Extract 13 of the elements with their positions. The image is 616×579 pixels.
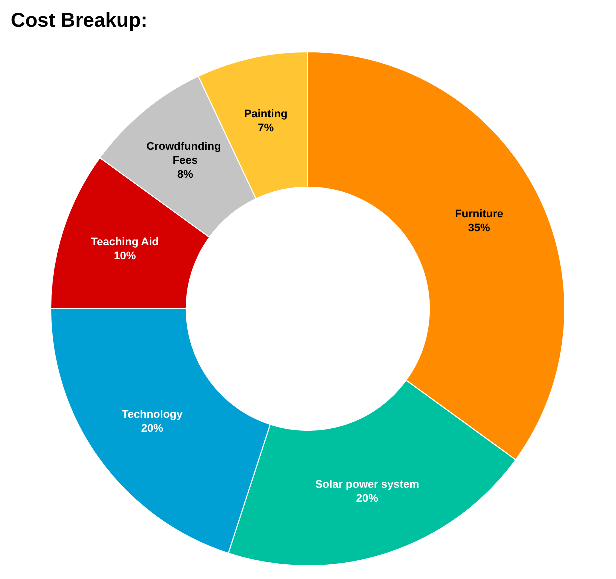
data-label: 8% bbox=[177, 168, 194, 181]
slice-label: Furniture bbox=[455, 208, 504, 221]
data-label: 10% bbox=[114, 250, 136, 263]
chart-title: Cost Breakup: bbox=[11, 10, 148, 32]
data-label: 35% bbox=[468, 222, 491, 235]
slice-label: Teaching Aid bbox=[91, 236, 160, 249]
slice-label: Technology bbox=[122, 409, 184, 422]
data-label: 7% bbox=[258, 122, 274, 134]
slice-label: Solar power system bbox=[315, 478, 420, 491]
data-label: 20% bbox=[356, 492, 379, 505]
data-label: 20% bbox=[141, 423, 164, 436]
slice-label: Painting bbox=[244, 108, 288, 120]
slice-label: Crowdfunding Fees bbox=[146, 140, 224, 167]
